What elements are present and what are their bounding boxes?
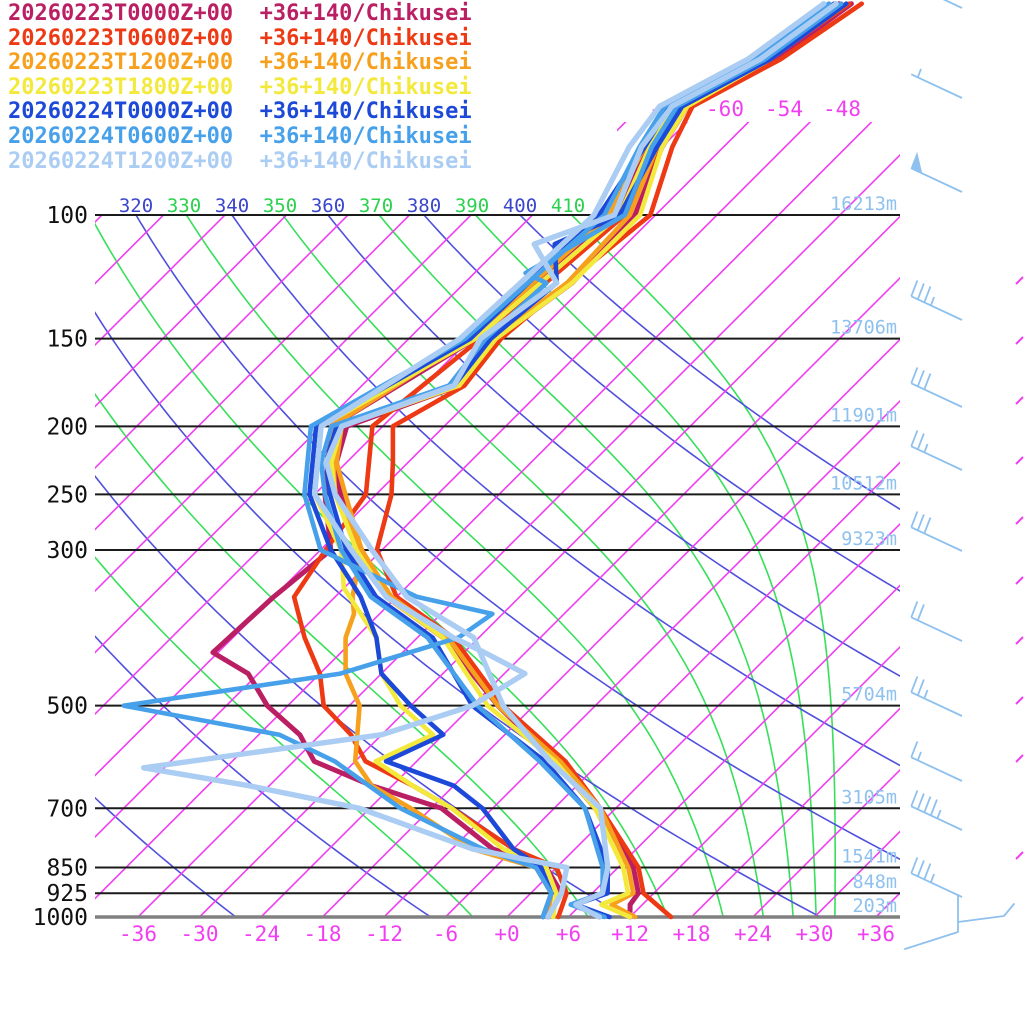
pressure-tick-label: 250 <box>46 482 88 508</box>
pressure-tick-label: 200 <box>46 414 88 440</box>
legend-location: +36+140/Chikusei <box>233 50 472 76</box>
moist-adiabat-label: 330 <box>167 195 201 217</box>
legend-time: 20260224T0000Z+00 <box>8 99 234 125</box>
temp-tick-bottom: -6 <box>433 922 458 946</box>
legend-time: 20260223T1200Z+00 <box>8 50 234 76</box>
altitude-label: 203m <box>852 896 897 917</box>
right-edge-isotherm-stub <box>1015 576 1024 585</box>
theta-labels: 320 340 360 380 400 330 350 370 390 410 <box>119 195 585 217</box>
legend-location: +36+140/Chikusei <box>233 1 472 26</box>
right-edge-isotherm-stub <box>1015 696 1024 705</box>
legend-time: 20260223T0600Z+00 <box>8 25 234 51</box>
temperature-curve-20260224T0600Z+00 <box>318 1 844 920</box>
temp-tick-bottom: +36 <box>857 922 895 946</box>
legend-time: 20260223T1800Z+00 <box>8 74 234 100</box>
legend-time: 20260224T0600Z+00 <box>8 123 234 149</box>
temp-tick-bottom: -12 <box>365 922 403 946</box>
temp-tick-bottom: +6 <box>556 922 581 946</box>
pressure-tick-label: 850 <box>46 855 88 881</box>
temp-tick-bottom: +12 <box>611 922 649 946</box>
pressure-tick-label: 150 <box>46 327 88 353</box>
legend-location: +36+140/Chikusei <box>233 74 472 100</box>
moist-adiabat-label: 410 <box>551 195 585 217</box>
altitude-label: 10512m <box>830 473 897 494</box>
altitude-label: 16213m <box>830 194 897 215</box>
temp-tick-bottom: +24 <box>734 922 772 946</box>
legend-entry-1: 20260223T0600Z+00 +36+140/Chikusei <box>8 25 472 52</box>
moist-adiabat-label: 350 <box>263 195 297 217</box>
pressure-tick-label: 300 <box>46 538 88 564</box>
dry-adiabat-label: 380 <box>407 195 441 217</box>
legend-entry-0: 20260223T0000Z+00 +36+140/Chikusei <box>8 1 472 27</box>
legend-entry-4: 20260224T0000Z+00 +36+140/Chikusei <box>8 100 472 125</box>
legend-time: 20260223T0000Z+00 <box>8 1 234 26</box>
legend-entry-6: 20260224T1200Z+00 +36+140/Chikusei <box>8 148 472 175</box>
legend-location: +36+140/Chikusei <box>233 25 472 51</box>
dry-adiabat-label: 320 <box>119 195 153 217</box>
legend-entry-3: 20260223T1800Z+00 +36+140/Chikusei <box>8 74 472 101</box>
temp-tick-top: -60 <box>706 97 744 121</box>
temp-tick-bottom: +0 <box>494 922 519 946</box>
legend: 20260223T0000Z+00 +36+140/Chikusei 202602… <box>8 1 472 175</box>
pressure-tick-label: 700 <box>46 796 88 822</box>
temp-tick-top: -54 <box>765 97 803 121</box>
legend-time: 20260224T1200Z+00 <box>8 148 234 174</box>
temp-tick-bottom: -24 <box>242 922 280 946</box>
legend-location: +36+140/Chikusei <box>233 148 472 174</box>
altitude-label: 11901m <box>830 405 897 426</box>
temp-tick-bottom: +30 <box>796 922 834 946</box>
right-edge-isotherm-stub <box>1015 336 1024 345</box>
dry-adiabat-label: 360 <box>311 195 345 217</box>
dry-adiabat-label: 340 <box>215 195 249 217</box>
pressure-tick-label: 1000 <box>33 905 88 931</box>
dewpoint-curve-20260224T0600Z+00 <box>121 1 832 920</box>
right-edge-isotherm-stub <box>1015 754 1024 763</box>
altitude-label: 5704m <box>841 685 897 706</box>
wind-barbs <box>904 0 1015 950</box>
altitude-label: 1541m <box>841 846 897 867</box>
right-edge-isotherm-stub <box>1015 276 1024 285</box>
temp-tick-bottom: -36 <box>119 922 157 946</box>
sounding-curves <box>121 1 865 920</box>
temp-tick-bottom: -18 <box>304 922 342 946</box>
altitude-label: 3105m <box>841 787 897 808</box>
pressure-tick-label: 925 <box>46 881 88 907</box>
right-edge-isotherm-stub <box>1015 516 1024 525</box>
right-edge-isotherm-stub <box>1015 636 1024 645</box>
right-edge-isotherm-stub <box>1015 396 1024 405</box>
right-edge-isotherm-stub <box>1015 851 1024 860</box>
pressure-lines: 100 16213m 150 13706m 200 11901m 250 10512m 300 9… <box>33 194 900 931</box>
pressure-tick-label: 500 <box>46 694 88 720</box>
temp-tick-top: -48 <box>823 97 861 121</box>
pressure-tick-label: 100 <box>46 203 88 229</box>
legend-location: +36+140/Chikusei <box>233 99 472 125</box>
temperature-curve-20260223T1200Z+00 <box>334 1 844 920</box>
moist-adiabat-label: 370 <box>359 195 393 217</box>
temp-tick-bottom: +18 <box>673 922 711 946</box>
temperature-curve-20260224T1200Z+00 <box>323 1 839 920</box>
dry-adiabats <box>95 215 900 917</box>
legend-entry-5: 20260224T0600Z+00 +36+140/Chikusei <box>8 123 472 150</box>
altitude-label: 9323m <box>841 529 897 550</box>
legend-entry-2: 20260223T1200Z+00 +36+140/Chikusei <box>8 50 472 76</box>
right-edge-isotherm-stub <box>1015 456 1024 465</box>
altitude-label: 13706m <box>830 318 897 339</box>
legend-location: +36+140/Chikusei <box>233 123 472 149</box>
dewpoint-curve-20260224T1200Z+00 <box>140 1 827 920</box>
moist-adiabat-label: 390 <box>455 195 489 217</box>
altitude-label: 848m <box>852 872 897 893</box>
temp-tick-bottom: -30 <box>181 922 219 946</box>
dry-adiabat-label: 400 <box>503 195 537 217</box>
